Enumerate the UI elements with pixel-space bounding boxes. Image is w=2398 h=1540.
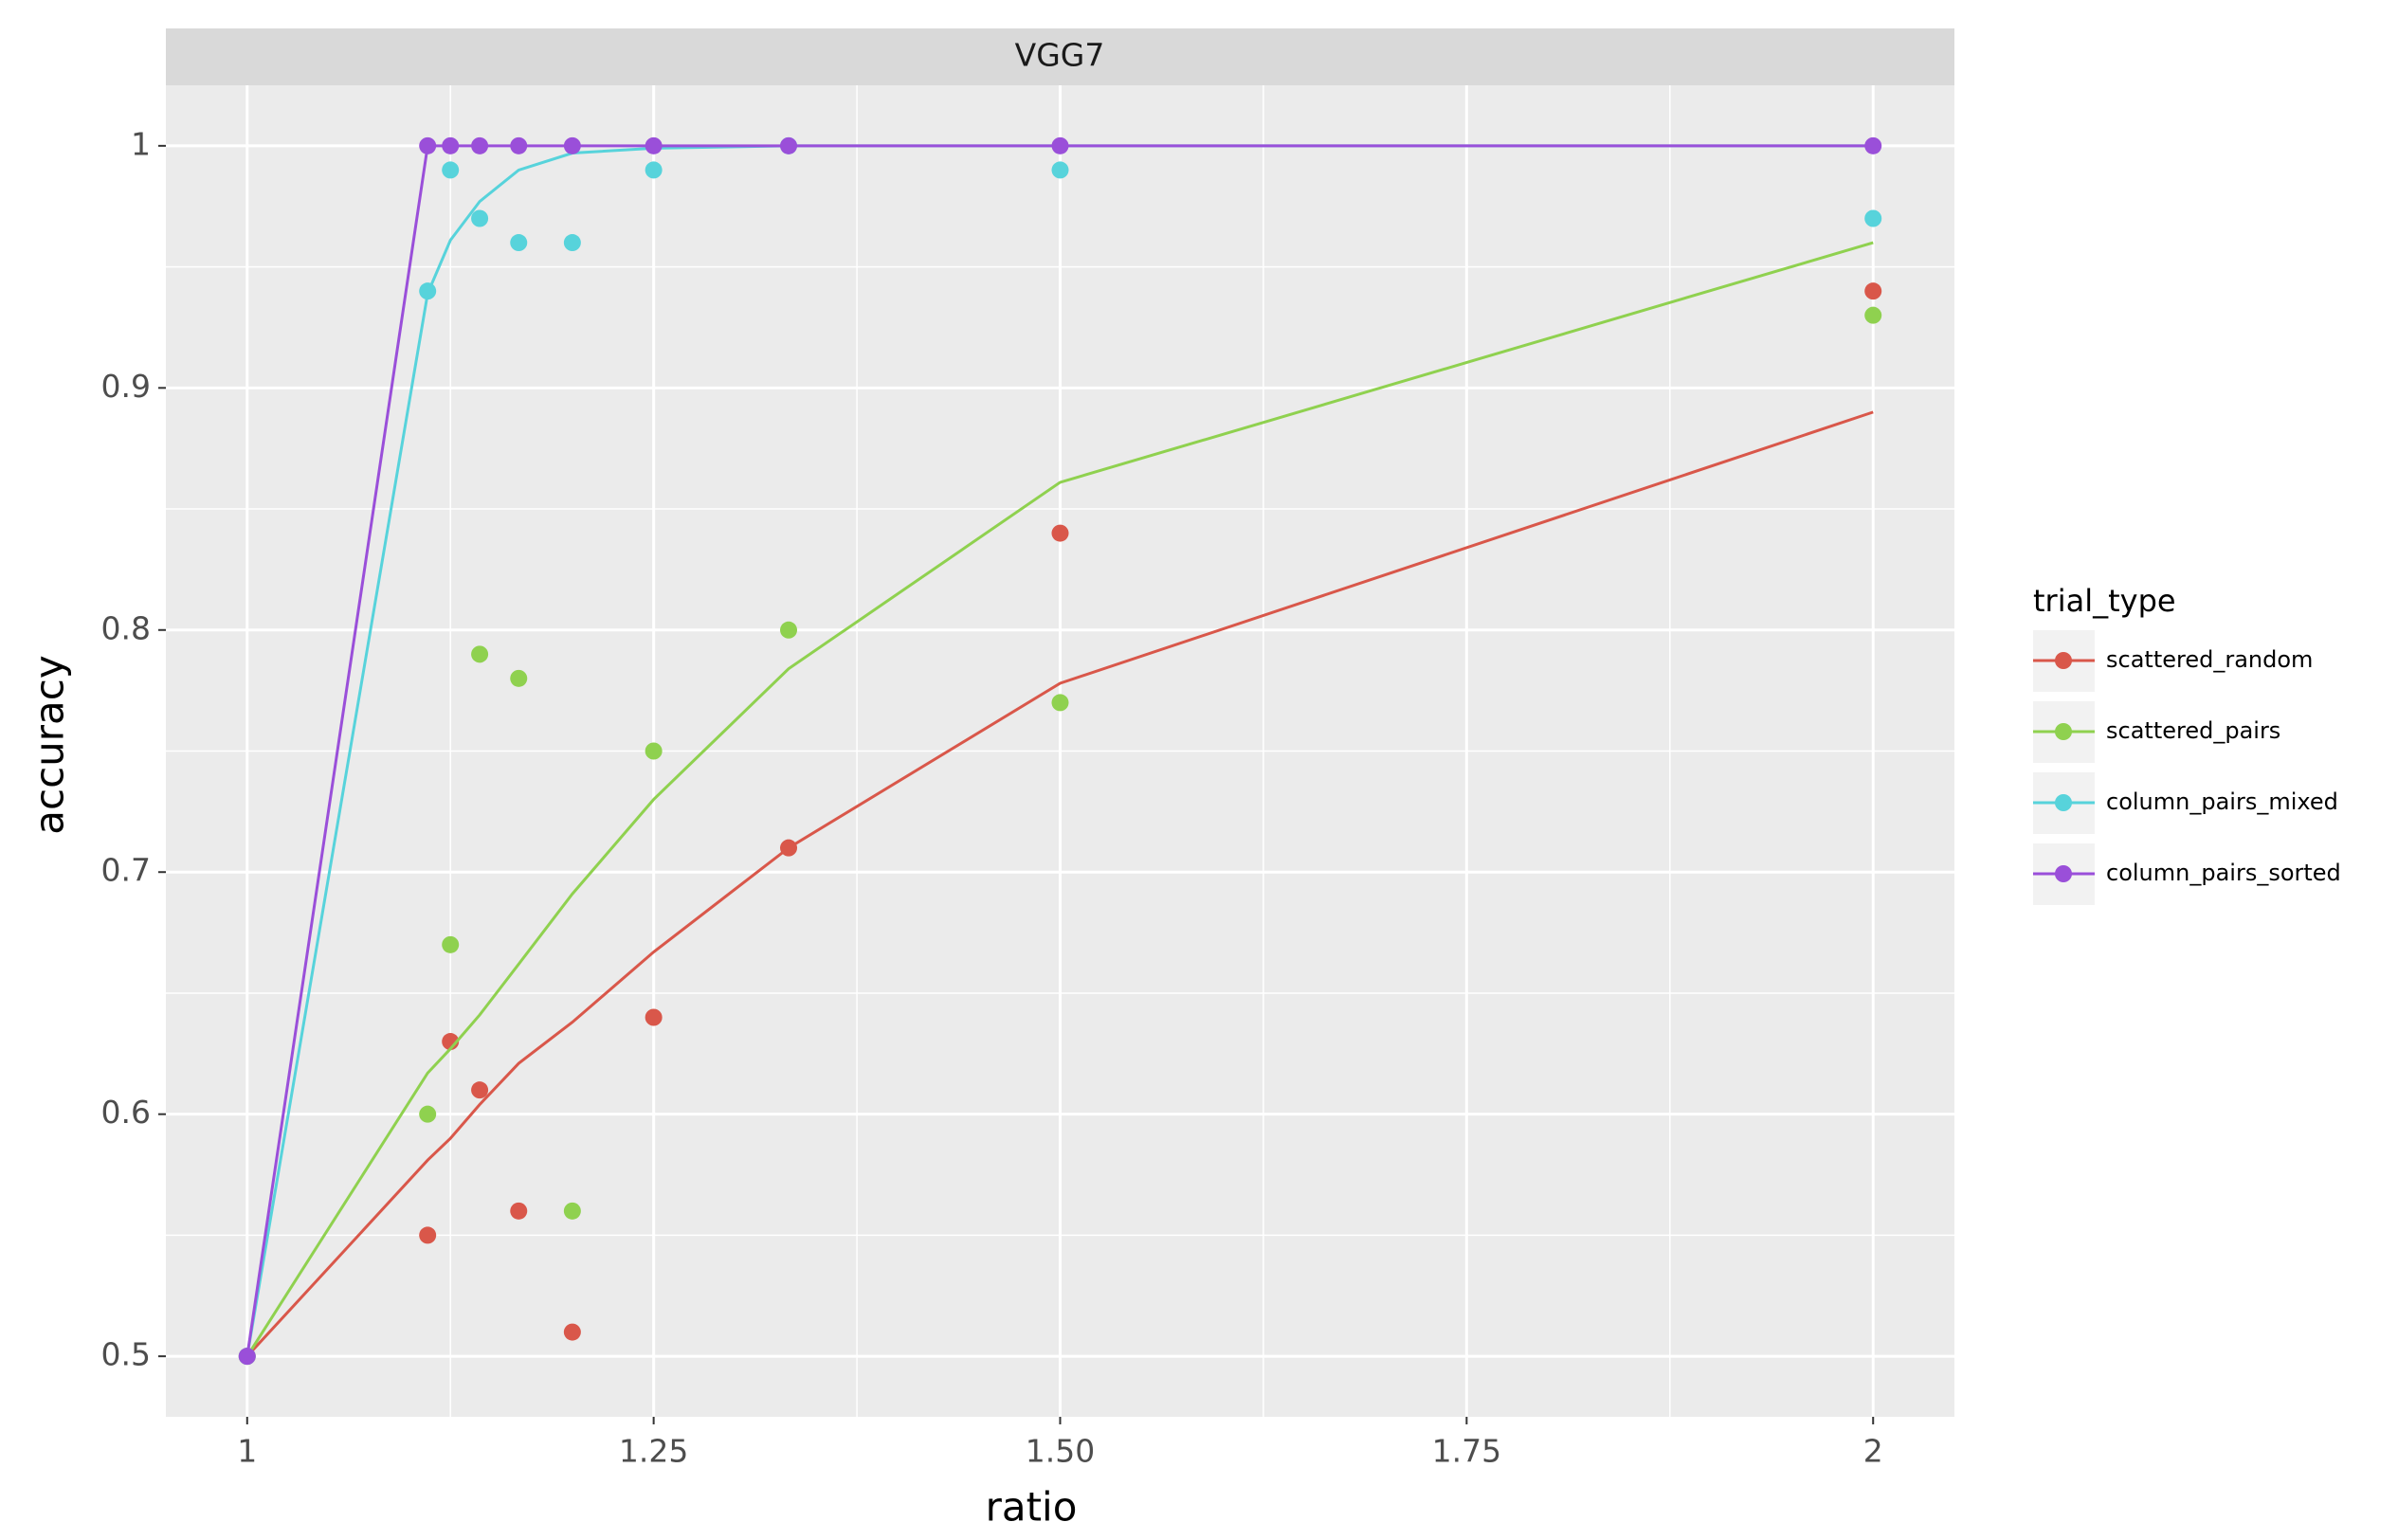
x-tick-label: 1.50 [1026,1433,1095,1470]
point [442,161,460,179]
legend-dot [2055,652,2072,669]
x-tick-label: 1.25 [619,1433,688,1470]
x-axis-title: ratio [986,1484,1078,1531]
point [563,1323,581,1341]
chart-title: VGG7 [1015,37,1105,74]
y-tick-label: 0.6 [101,1094,151,1131]
point [442,935,460,953]
x-tick-label: 1 [237,1433,257,1470]
point [419,282,437,300]
point [645,136,663,154]
point [780,136,798,154]
point [471,1081,489,1099]
point [419,1105,437,1123]
point [510,234,528,252]
x-tick-label: 1.75 [1432,1433,1501,1470]
legend-label: scattered_random [2106,646,2313,673]
point [1051,694,1069,712]
point [1051,161,1069,179]
legend-label: scattered_pairs [2106,717,2280,744]
point [1051,524,1069,542]
point [1051,136,1069,154]
point [419,1226,437,1244]
legend-label: column_pairs_sorted [2106,860,2341,886]
point [471,645,489,663]
y-tick-label: 0.7 [101,852,151,889]
legend-dot [2055,723,2072,740]
strip [166,28,1954,85]
y-tick-label: 1 [131,125,151,162]
point [238,1348,256,1366]
fit-line [245,241,1874,1357]
point [780,621,798,639]
y-axis-title: accuracy [27,655,73,835]
point [419,136,437,154]
legend-dot [2055,794,2072,811]
legend-title: trial_type [2033,583,2176,619]
fit-line [245,410,1874,1358]
point [645,742,663,760]
y-tick-label: 0.9 [101,368,151,405]
point [442,136,460,154]
y-tick-label: 0.5 [101,1336,151,1373]
point [563,136,581,154]
point [563,234,581,252]
y-tick-label: 0.8 [101,609,151,646]
point [1864,136,1882,154]
point [563,1202,581,1220]
legend-dot [2055,865,2072,882]
fit-line [245,144,1874,1357]
point [1864,209,1882,227]
point [1864,306,1882,324]
point [780,839,798,857]
point [510,669,528,687]
point [510,136,528,154]
point [471,209,489,227]
point [645,161,663,179]
point [645,1008,663,1026]
point [1864,282,1882,300]
legend-label: column_pairs_mixed [2106,788,2338,815]
point [471,136,489,154]
x-tick-label: 2 [1863,1433,1883,1470]
point [510,1202,528,1220]
